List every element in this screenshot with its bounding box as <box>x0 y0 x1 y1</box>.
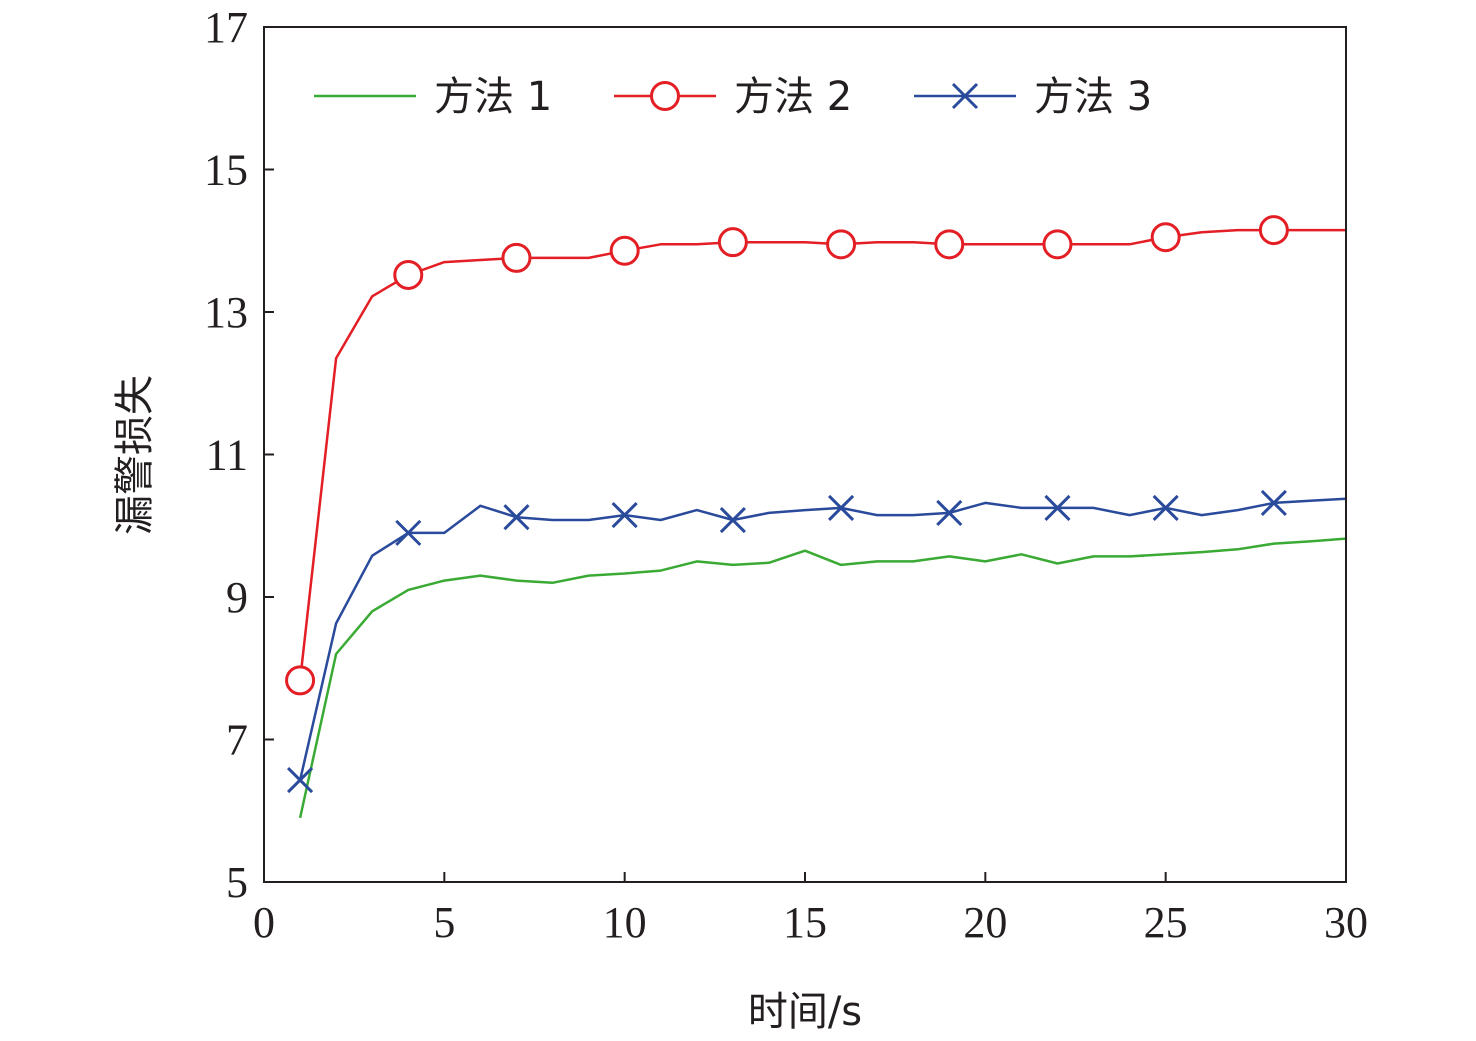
x-marker <box>828 494 855 521</box>
x-marker <box>1260 489 1287 517</box>
circle-marker <box>1258 215 1289 246</box>
y-tick-label: 15 <box>204 146 248 195</box>
circle-marker <box>650 81 680 111</box>
legend-item-3: 方法 3 <box>914 74 1152 120</box>
circle-marker <box>609 235 640 266</box>
x-marker <box>395 519 422 546</box>
circle-marker <box>717 227 748 258</box>
circle-marker <box>285 665 316 696</box>
x-tick-label: 25 <box>1144 898 1188 947</box>
legend-label: 方法 3 <box>1034 74 1152 120</box>
series-line <box>298 537 1347 819</box>
x-marker-stroke <box>611 502 638 529</box>
series-2 <box>285 215 1346 696</box>
x-tick-label: 15 <box>783 898 827 947</box>
legend: 方法 1 方法 2 方法 3 <box>314 74 1152 120</box>
legend-label: 方法 2 <box>734 74 852 120</box>
plot-frame <box>263 26 1347 883</box>
circle-marker <box>1150 222 1181 253</box>
x-marker-stroke <box>1152 494 1179 521</box>
x-marker-stroke <box>828 494 855 521</box>
x-tick-label: 30 <box>1324 898 1368 947</box>
plot-border <box>263 26 1347 883</box>
x-marker <box>1044 494 1071 521</box>
x-marker-stroke <box>719 506 746 534</box>
y-axis-title: 漏警损失 <box>112 375 158 535</box>
series-line <box>298 497 1347 781</box>
x-marker-stroke <box>503 504 530 531</box>
y-tick-label: 13 <box>204 288 248 337</box>
series-layer <box>285 215 1347 819</box>
circle-marker <box>826 229 857 260</box>
x-marker <box>287 767 314 794</box>
legend-item-1: 方法 1 <box>314 74 552 120</box>
legend-label: 方法 1 <box>434 74 552 120</box>
y-tick-label: 5 <box>226 858 248 907</box>
x-marker <box>611 502 638 529</box>
x-marker-stroke <box>1044 494 1071 521</box>
x-marker-stroke <box>1260 489 1287 517</box>
circle-marker <box>1042 229 1073 260</box>
circle-marker <box>934 229 965 260</box>
series-line <box>298 228 1346 681</box>
x-marker <box>503 504 530 531</box>
x-marker-stroke <box>395 519 422 546</box>
circle-marker <box>501 242 532 273</box>
circle-marker <box>393 259 424 290</box>
x-tick-label: 10 <box>603 898 647 947</box>
x-marker-stroke <box>951 82 979 110</box>
y-tick-label: 7 <box>226 716 248 765</box>
x-tick-label: 20 <box>963 898 1007 947</box>
x-marker <box>936 499 963 526</box>
series-1 <box>298 537 1347 819</box>
x-marker <box>1152 494 1179 521</box>
x-tick-label: 0 <box>253 898 275 947</box>
x-axis-title: 时间/s <box>748 989 862 1035</box>
x-marker <box>951 82 979 110</box>
y-tick-label: 9 <box>226 573 248 622</box>
y-tick-label: 11 <box>206 431 248 480</box>
x-marker-stroke <box>936 499 963 526</box>
x-marker-stroke <box>287 767 314 794</box>
x-tick-label: 5 <box>433 898 455 947</box>
x-marker <box>719 506 746 534</box>
series-3 <box>287 489 1347 794</box>
legend-item-2: 方法 2 <box>614 74 852 120</box>
y-tick-label: 17 <box>204 3 248 52</box>
